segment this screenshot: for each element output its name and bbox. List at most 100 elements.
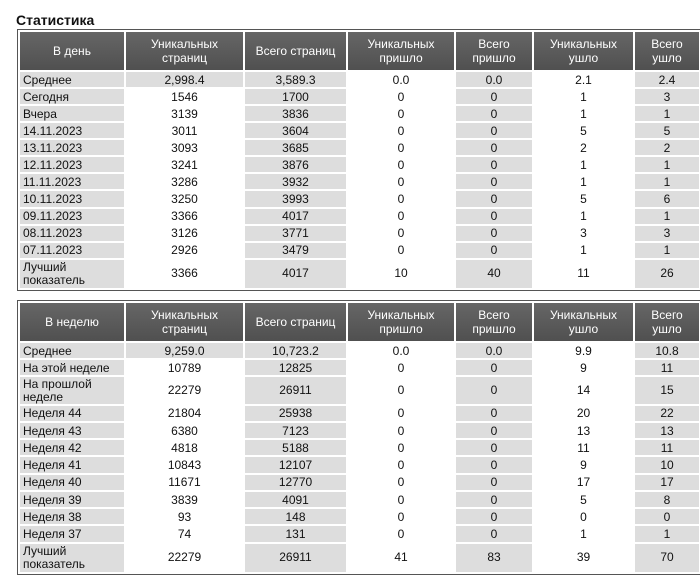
daily-header-unique-pages: Уникальных страниц — [126, 32, 243, 70]
weekly-row-week: Неделя 43 6380 7123 0 0 13 13 — [20, 423, 699, 439]
unique-out-value: 14 — [534, 377, 633, 404]
total-in-value: 0.0 — [456, 343, 532, 359]
row-label: Неделя 38 — [20, 509, 124, 525]
unique-out-value: 11 — [534, 259, 633, 288]
unique-pages-value: 1546 — [126, 89, 243, 105]
unique-pages-value: 10789 — [126, 360, 243, 376]
unique-out-value: 1 — [534, 242, 633, 258]
total-pages-value: 3932 — [245, 174, 346, 190]
total-out-value: 2.4 — [635, 72, 699, 88]
total-pages-value: 131 — [245, 526, 346, 542]
daily-row-date: 07.11.2023 2926 3479 0 0 1 1 — [20, 242, 699, 258]
total-pages-value: 12825 — [245, 360, 346, 376]
total-in-value: 0 — [456, 440, 532, 456]
row-label: Лучший показатель — [20, 543, 124, 572]
weekly-row-week: Неделя 41 10843 12107 0 0 9 10 — [20, 457, 699, 473]
total-in-value: 0 — [456, 526, 532, 542]
unique-out-value: 2.1 — [534, 72, 633, 88]
unique-out-value: 1 — [534, 157, 633, 173]
total-out-value: 1 — [635, 157, 699, 173]
unique-pages-value: 2926 — [126, 242, 243, 258]
daily-header-per-day: В день — [20, 32, 124, 70]
row-label: Неделя 41 — [20, 457, 124, 473]
total-pages-value: 10,723.2 — [245, 343, 346, 359]
row-label: Вчера — [20, 106, 124, 122]
unique-pages-value: 93 — [126, 509, 243, 525]
total-pages-value: 5188 — [245, 440, 346, 456]
weekly-row-week: Неделя 42 4818 5188 0 0 11 11 — [20, 440, 699, 456]
unique-out-value: 1 — [534, 208, 633, 224]
weekly-header-unique-in: Уникальных пришло — [348, 303, 454, 341]
total-pages-value: 148 — [245, 509, 346, 525]
total-in-value: 0 — [456, 174, 532, 190]
daily-header-total-out: Всего ушло — [635, 32, 699, 70]
total-pages-value: 12107 — [245, 457, 346, 473]
total-out-value: 11 — [635, 360, 699, 376]
page-title: Статистика — [16, 12, 95, 28]
weekly-header-total-pages: Всего страниц — [245, 303, 346, 341]
row-label: На этой неделе — [20, 360, 124, 376]
total-in-value: 0 — [456, 191, 532, 207]
total-in-value: 0 — [456, 423, 532, 439]
daily-row-date: 11.11.2023 3286 3932 0 0 1 1 — [20, 174, 699, 190]
daily-row-average: Среднее 2,998.4 3,589.3 0.0 0.0 2.1 2.4 — [20, 72, 699, 88]
unique-in-value: 0 — [348, 191, 454, 207]
unique-out-value: 0 — [534, 509, 633, 525]
unique-pages-value: 3839 — [126, 491, 243, 508]
daily-row-date: 10.11.2023 3250 3993 0 0 5 6 — [20, 191, 699, 207]
unique-in-value: 0 — [348, 457, 454, 473]
row-label: Неделя 43 — [20, 423, 124, 439]
daily-row-date: 12.11.2023 3241 3876 0 0 1 1 — [20, 157, 699, 173]
unique-out-value: 17 — [534, 474, 633, 490]
unique-in-value: 0 — [348, 423, 454, 439]
daily-row-date: 08.11.2023 3126 3771 0 0 3 3 — [20, 225, 699, 241]
total-out-value: 6 — [635, 191, 699, 207]
total-in-value: 0 — [456, 89, 532, 105]
unique-pages-value: 3250 — [126, 191, 243, 207]
unique-out-value: 5 — [534, 491, 633, 508]
weekly-header-row: В неделю Уникальных страниц Всего страни… — [20, 303, 699, 341]
total-pages-value: 7123 — [245, 423, 346, 439]
row-label: Неделя 42 — [20, 440, 124, 456]
total-out-value: 22 — [635, 405, 699, 422]
total-pages-value: 3685 — [245, 140, 346, 156]
total-out-value: 10.8 — [635, 343, 699, 359]
unique-in-value: 0.0 — [348, 343, 454, 359]
total-pages-value: 3771 — [245, 225, 346, 241]
row-label: 08.11.2023 — [20, 225, 124, 241]
total-in-value: 40 — [456, 259, 532, 288]
unique-in-value: 0 — [348, 225, 454, 241]
unique-out-value: 9 — [534, 457, 633, 473]
unique-in-value: 0 — [348, 106, 454, 122]
total-out-value: 1 — [635, 106, 699, 122]
unique-pages-value: 22279 — [126, 377, 243, 404]
unique-in-value: 0 — [348, 140, 454, 156]
total-out-value: 0 — [635, 509, 699, 525]
unique-out-value: 2 — [534, 140, 633, 156]
weekly-header-total-in: Всего пришло — [456, 303, 532, 341]
row-label: 14.11.2023 — [20, 123, 124, 139]
unique-pages-value: 6380 — [126, 423, 243, 439]
total-in-value: 0 — [456, 457, 532, 473]
unique-in-value: 0 — [348, 405, 454, 422]
total-pages-value: 3836 — [245, 106, 346, 122]
total-out-value: 3 — [635, 225, 699, 241]
unique-in-value: 0 — [348, 474, 454, 490]
total-out-value: 70 — [635, 543, 699, 572]
total-out-value: 13 — [635, 423, 699, 439]
total-out-value: 3 — [635, 89, 699, 105]
unique-in-value: 0 — [348, 208, 454, 224]
total-out-value: 1 — [635, 526, 699, 542]
total-in-value: 0 — [456, 208, 532, 224]
row-label: Неделя 37 — [20, 526, 124, 542]
total-in-value: 0 — [456, 242, 532, 258]
total-pages-value: 25938 — [245, 405, 346, 422]
daily-row-today: Сегодня 1546 1700 0 0 1 3 — [20, 89, 699, 105]
weekly-header-unique-out: Уникальных ушло — [534, 303, 633, 341]
unique-out-value: 1 — [534, 174, 633, 190]
unique-out-value: 5 — [534, 191, 633, 207]
unique-in-value: 0 — [348, 157, 454, 173]
daily-row-date: 09.11.2023 3366 4017 0 0 1 1 — [20, 208, 699, 224]
unique-pages-value: 3366 — [126, 259, 243, 288]
unique-pages-value: 9,259.0 — [126, 343, 243, 359]
